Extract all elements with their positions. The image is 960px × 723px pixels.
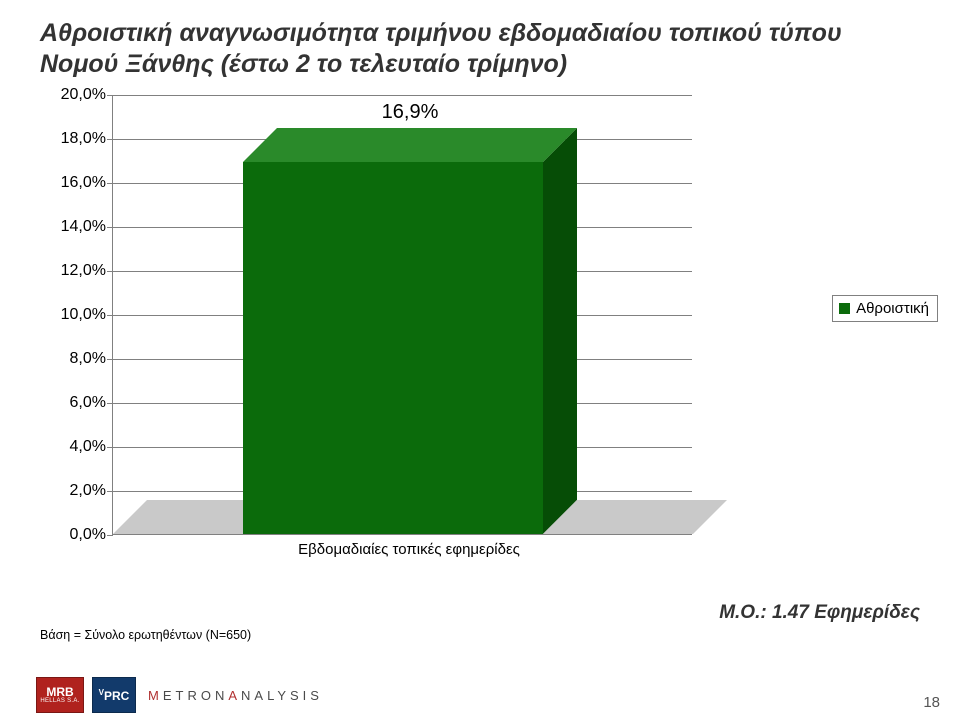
y-axis-label: 12,0% [61, 262, 106, 280]
page-number: 18 [923, 694, 940, 711]
bar-value-label: 16,9% [382, 101, 439, 124]
y-tick [107, 227, 113, 228]
bar-side [543, 128, 577, 534]
y-axis-label: 14,0% [61, 218, 106, 236]
vprc-logo: VPRC [92, 677, 136, 713]
vprc-logo-text: VPRC [99, 688, 130, 703]
y-axis-label: 18,0% [61, 130, 106, 148]
y-axis-label: 2,0% [70, 482, 106, 500]
y-axis-label: 6,0% [70, 394, 106, 412]
y-tick [107, 535, 113, 536]
y-tick [107, 315, 113, 316]
mrb-logo-subtext: HELLAS S.A. [40, 698, 79, 704]
plot-area: 16,9% [112, 95, 692, 535]
y-axis-label: 0,0% [70, 526, 106, 544]
sample-base: Βάση = Σύνολο ερωτηθέντων (Ν=650) [40, 628, 251, 642]
mean-label: Μ.Ο.: 1.47 Εφημερίδες [719, 602, 920, 624]
gridline [113, 95, 692, 96]
bar-chart: 0,0% 2,0% 4,0% 6,0% 8,0% 10,0% 12,0% 14,0% 16,0%… [40, 95, 920, 565]
y-axis-label: 8,0% [70, 350, 106, 368]
y-axis-label: 20,0% [61, 86, 106, 104]
y-tick [107, 359, 113, 360]
y-tick [107, 491, 113, 492]
y-axis-labels: 0,0%2,0%4,0%6,0%8,0%10,0%12,0%14,0%16,0%… [40, 95, 112, 535]
bar [243, 128, 577, 534]
legend-label: Αθροιστική [856, 300, 929, 317]
mrb-logo-text: MRB [46, 686, 73, 698]
legend-swatch [839, 303, 850, 314]
metronanalysis-logo: METRONANALYSIS [144, 677, 323, 713]
legend: Αθροιστική [832, 295, 938, 322]
y-tick [107, 403, 113, 404]
y-axis-label: 10,0% [61, 306, 106, 324]
mrb-logo: MRB HELLAS S.A. [36, 677, 84, 713]
y-tick [107, 447, 113, 448]
slide-title: Αθροιστική αναγνωσιμότητα τριμήνου εβδομ… [40, 18, 920, 81]
bar-front [243, 162, 543, 534]
x-category-label: Εβδομαδιαίες τοπικές εφημερίδες [298, 541, 520, 558]
slide: Αθροιστική αναγνωσιμότητα τριμήνου εβδομ… [0, 0, 960, 723]
y-axis-label: 16,0% [61, 174, 106, 192]
bar-top [243, 128, 577, 162]
y-axis-label: 4,0% [70, 438, 106, 456]
logo-row: MRB HELLAS S.A. VPRC METRONANALYSIS [36, 677, 323, 713]
y-tick [107, 183, 113, 184]
y-tick [107, 271, 113, 272]
y-tick [107, 95, 113, 96]
y-tick [107, 139, 113, 140]
